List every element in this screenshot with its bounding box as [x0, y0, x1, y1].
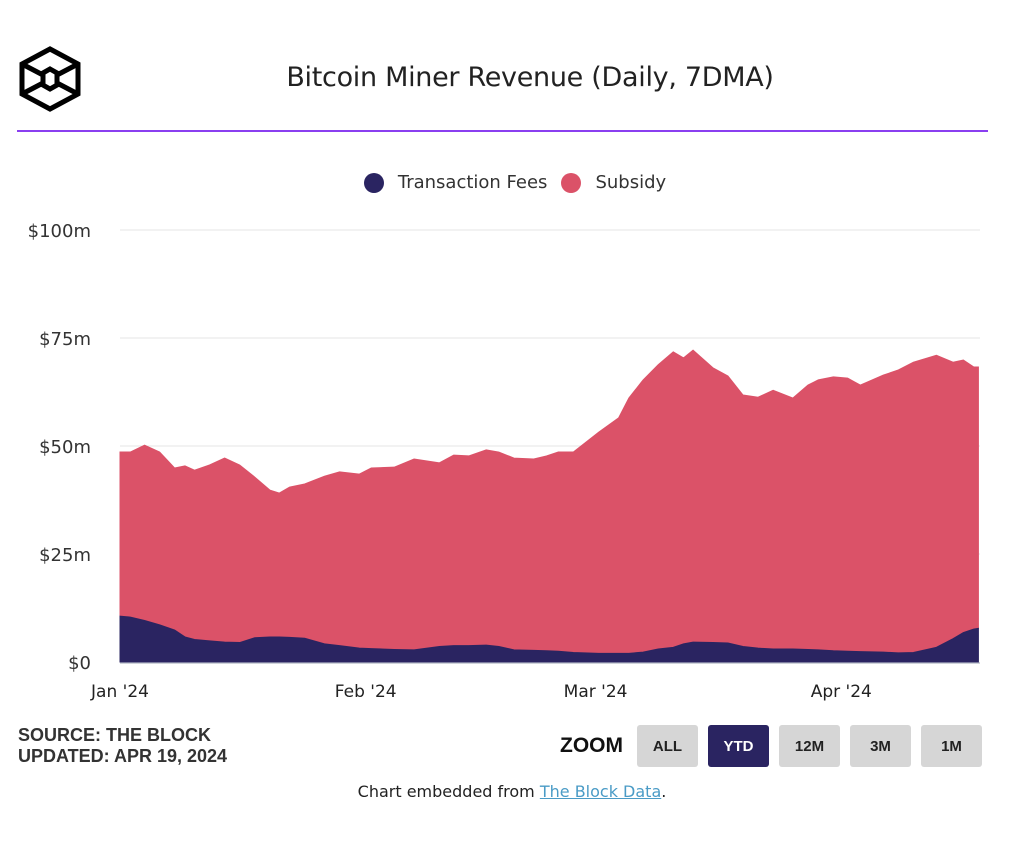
y-tick-label: $75m [39, 329, 91, 350]
x-tick-label: Mar '24 [564, 682, 628, 702]
updated-text: UPDATED: APR 19, 2024 [18, 746, 228, 766]
zoom-3m-button[interactable]: 3M [850, 725, 911, 767]
legend: Transaction Fees Subsidy [0, 172, 1024, 193]
x-tick-label: Feb '24 [335, 682, 397, 702]
embed-note: Chart embedded from The Block Data. [0, 782, 1024, 801]
legend-dot-subsidy [561, 172, 582, 193]
zoom-12m-button[interactable]: 12M [779, 725, 840, 767]
embed-prefix: Chart embedded from [357, 782, 540, 801]
legend-dot-transaction-fees [363, 172, 384, 193]
the-block-data-link[interactable]: The Block Data [539, 782, 662, 801]
embed-suffix: . [661, 782, 667, 801]
zoom-label: ZOOM [560, 734, 623, 757]
title-divider [17, 130, 988, 132]
transaction-fees-area[interactable] [119, 615, 979, 663]
source-info: SOURCE: THE BLOCK UPDATED: APR 19, 2024 [18, 725, 227, 767]
zoom-1m-button[interactable]: 1M [921, 725, 982, 767]
y-tick-label: $50m [39, 437, 91, 458]
legend-label-subsidy: Subsidy [595, 172, 667, 193]
legend-label-transaction-fees: Transaction Fees [397, 172, 548, 193]
x-tick-label: Jan '24 [90, 682, 149, 702]
chart-title: Bitcoin Miner Revenue (Daily, 7DMA) [286, 62, 774, 93]
legend-item-transaction-fees[interactable]: Transaction Fees [363, 172, 548, 193]
zoom-ytd-button[interactable]: YTD [708, 725, 769, 767]
y-tick-label: $0 [68, 653, 91, 674]
legend-item-subsidy[interactable]: Subsidy [561, 172, 666, 193]
zoom-all-button[interactable]: ALL [637, 725, 698, 767]
y-tick-label: $25m [39, 545, 91, 566]
y-tick-label: $100m [28, 221, 91, 242]
x-tick-label: Apr '24 [811, 682, 872, 702]
subsidy-area[interactable] [119, 349, 979, 654]
source-text: SOURCE: THE BLOCK [18, 725, 211, 745]
the-block-logo-icon [18, 45, 82, 113]
zoom-controls: ZOOM ALL YTD 12M 3M 1M [560, 725, 992, 767]
chart-plot[interactable]: $0 $25m $50m $75m $100m Jan '24 Feb '24 Mar '2… [0, 200, 1024, 710]
